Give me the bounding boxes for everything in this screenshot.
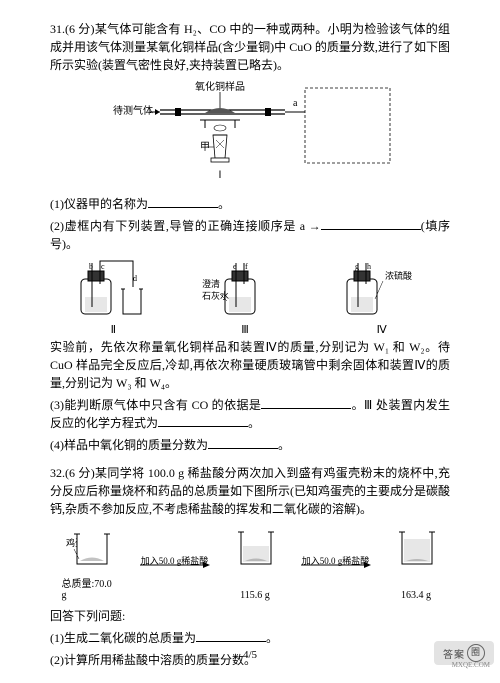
bottle-IV-cap: Ⅳ bbox=[337, 323, 427, 336]
bottle-III-cap: Ⅲ bbox=[200, 323, 290, 336]
q31-sub3: (3)能判断原气体中只含有 CO 的依据是。Ⅲ 处装置内发生反应的化学方程式为。 bbox=[50, 396, 450, 432]
add1-label: 加入50.0 g稀盐酸 bbox=[140, 558, 210, 573]
q32-sub1: (1)生成二氧化碳的总质量为。 bbox=[50, 629, 450, 647]
beaker3 bbox=[394, 524, 439, 569]
page-number: 4/5 bbox=[0, 649, 500, 661]
q31-diagram-main: 氧化铜样品 待测气体 bbox=[50, 80, 450, 189]
q31-sub2: (2)虚框内有下列装置,导管的正确连接顺序是 a →(填序号)。 bbox=[50, 217, 450, 253]
beaker1: 鸡蛋壳 bbox=[62, 524, 117, 569]
beaker2 bbox=[233, 524, 278, 569]
bottle-II-svg: b c d bbox=[73, 259, 153, 319]
svg-text:澄清: 澄清 bbox=[202, 278, 220, 289]
q31-mid: 实验前，先依次称量氧化铜样品和装置Ⅳ的质量,分别记为 W₁ 和 W₂。待 CuO… bbox=[50, 338, 450, 392]
svg-text:e: e bbox=[233, 262, 237, 271]
diagram-a: a bbox=[293, 98, 298, 109]
svg-text:石灰水: 石灰水 bbox=[202, 290, 229, 301]
watermark-url: MXQE.COM bbox=[452, 661, 490, 669]
svg-text:浓硫酸: 浓硫酸 bbox=[385, 270, 412, 281]
q32-answer-head: 回答下列问题: bbox=[50, 607, 450, 625]
q31-prompt: 31.(6 分)某气体可能含有 H₂、CO 中的一种或两种。小明为检验该气体的组… bbox=[50, 20, 450, 74]
blank bbox=[208, 436, 278, 449]
q31-sub4: (4)样品中氧化铜的质量分数为。 bbox=[50, 436, 450, 454]
svg-text:g: g bbox=[355, 262, 359, 271]
beaker-row: 鸡蛋壳 加入50.0 g稀盐酸 加入50.0 g稀盐酸 bbox=[50, 524, 450, 573]
bottle-III-svg: e f 澄清 石灰水 bbox=[200, 259, 290, 319]
svg-text:d: d bbox=[133, 274, 137, 283]
blank bbox=[148, 195, 218, 208]
blank bbox=[321, 217, 421, 230]
blank bbox=[261, 396, 351, 409]
svg-text:b: b bbox=[89, 262, 93, 271]
diagram-top-label: 氧化铜样品 bbox=[195, 80, 245, 93]
diagram-left-label: 待测气体 bbox=[113, 104, 153, 117]
q31-sub1: (1)仪器甲的名称为。 bbox=[50, 195, 450, 213]
bottle-II-cap: Ⅱ bbox=[73, 323, 153, 336]
bottle-IV-svg: g h 浓硫酸 bbox=[337, 259, 427, 319]
svg-text:c: c bbox=[101, 262, 105, 271]
bottle-row: b c d Ⅱ e f 澄清 石灰 bbox=[50, 259, 450, 336]
blank bbox=[158, 414, 248, 427]
diagram-jia: 甲 bbox=[200, 142, 210, 153]
add2-label: 加入50.0 g稀盐酸 bbox=[301, 558, 371, 573]
diagram-I: Ⅰ bbox=[219, 170, 222, 181]
mass-row: 总质量:70.0 g 115.6 g 163.4 g bbox=[50, 575, 450, 601]
blank bbox=[196, 629, 266, 642]
svg-text:h: h bbox=[367, 262, 371, 271]
q32-prompt: 32.(6 分)某同学将 100.0 g 稀盐酸分两次加入到盛有鸡蛋壳粉末的烧杯… bbox=[50, 464, 450, 518]
svg-text:f: f bbox=[245, 262, 248, 271]
